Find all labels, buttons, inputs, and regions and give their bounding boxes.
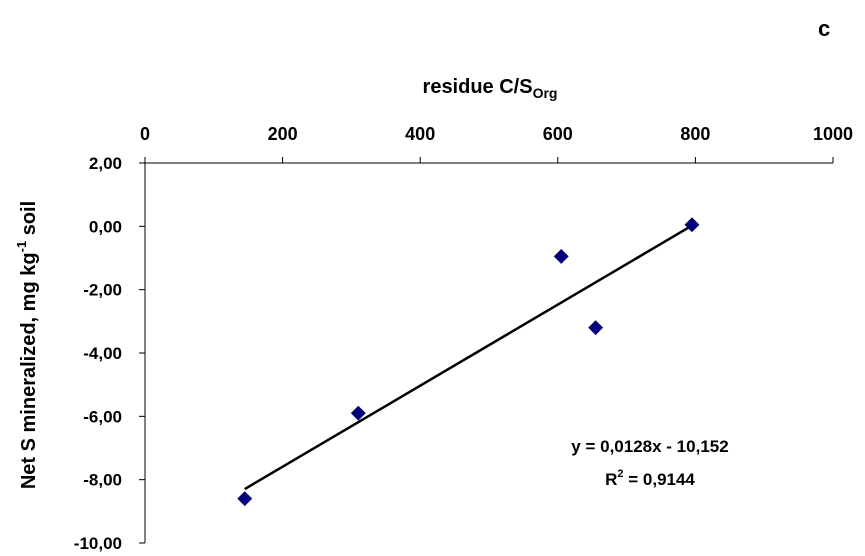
y-axis-title-main: Net S mineralized, mg kg — [18, 252, 40, 489]
data-point — [588, 320, 604, 336]
y-tick-label: -2,00 — [83, 281, 122, 300]
r-squared-symbol: R — [605, 470, 617, 489]
data-point — [684, 217, 700, 233]
x-tick-label: 1000 — [813, 124, 853, 144]
y-axis-title-tail: soil — [18, 201, 40, 241]
x-tick-label: 800 — [680, 124, 710, 144]
x-tick-label: 600 — [543, 124, 573, 144]
y-tick-label: 2,00 — [89, 154, 122, 173]
x-tick-label: 400 — [405, 124, 435, 144]
data-points — [237, 217, 700, 507]
y-tick-label: -6,00 — [83, 407, 122, 426]
x-tick-label: 0 — [140, 124, 150, 144]
x-axis-title: residue C/SOrg — [423, 76, 558, 101]
y-tick-label: -10,00 — [74, 534, 122, 553]
y-tick-label: 0,00 — [89, 217, 122, 236]
y-tick-label: -4,00 — [83, 344, 122, 363]
x-axis-title-main: residue C/S — [423, 76, 533, 98]
data-point — [350, 405, 366, 421]
y-tick-label: -8,00 — [83, 471, 122, 490]
data-point — [237, 491, 253, 507]
x-tick-label: 200 — [268, 124, 298, 144]
panel-label: c — [818, 16, 830, 41]
trendline-equation: y = 0,0128x - 10,152 — [571, 437, 728, 456]
y-axis-title: Net S mineralized, mg kg-1 soil — [14, 201, 40, 489]
r-squared-superscript: 2 — [617, 468, 623, 480]
y-ticks: 2,00 0,00 -2,00 -4,00 -6,00 -8,00 -10,00 — [74, 154, 145, 553]
trendline — [244, 224, 693, 491]
r-squared-value: = 0,9144 — [624, 470, 696, 489]
y-axis-title-superscript: -1 — [14, 241, 29, 253]
data-point — [553, 248, 569, 264]
x-ticks: 0 200 400 600 800 1000 — [140, 124, 853, 163]
r-squared-label: R2 = 0,9144 — [605, 468, 695, 489]
x-axis-title-subscript: Org — [533, 85, 558, 101]
